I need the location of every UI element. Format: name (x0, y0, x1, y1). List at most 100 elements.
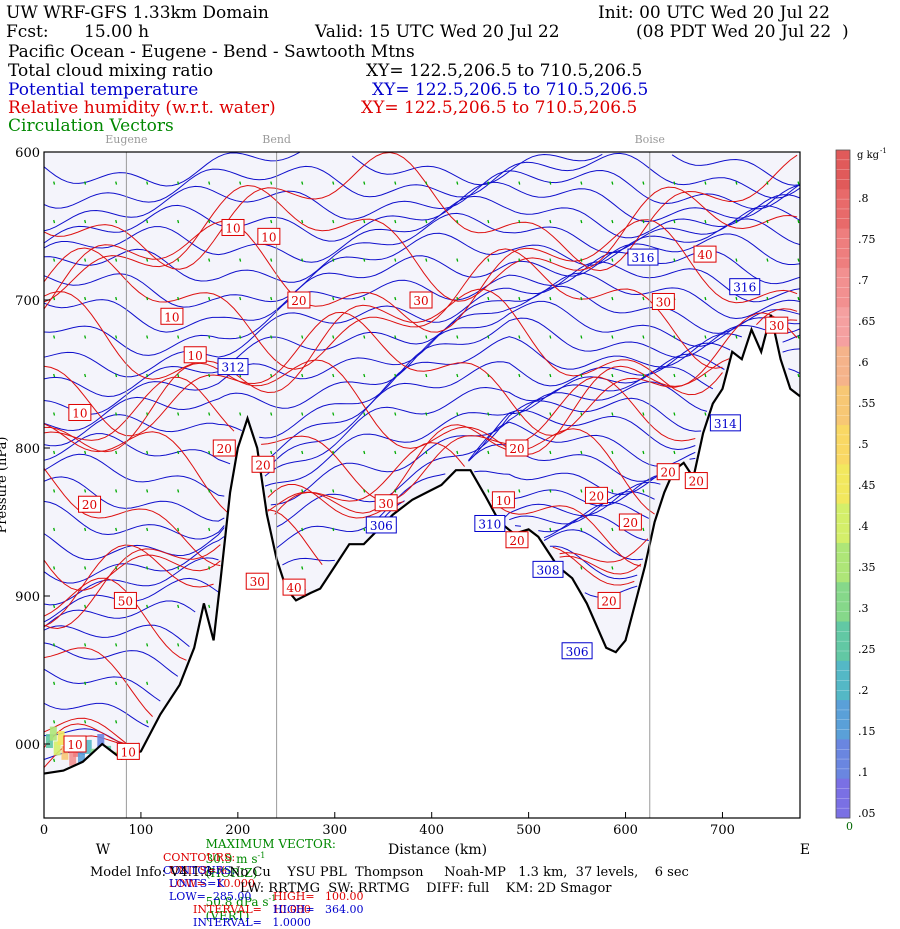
circulation-vector (735, 219, 738, 224)
rh-contour-line (43, 577, 187, 661)
circulation-vector (518, 335, 521, 339)
theta-contour-line (43, 285, 801, 415)
circulation-vector (456, 450, 459, 455)
theta-interval: INTERVAL= 1.0000 (193, 916, 311, 929)
rh-contour-line (43, 311, 798, 437)
circulation-vector (177, 643, 180, 647)
circulation-vector (487, 219, 490, 224)
circulation-vector (642, 412, 645, 416)
y-tick-label: 800 (15, 442, 40, 457)
rh-contour-label-box (374, 494, 398, 512)
valid-local-time: (08 PDT Wed 20 Jul 22 ) (636, 22, 849, 42)
rh-contour-label: 10 (261, 230, 276, 244)
circulation-vector (611, 335, 614, 339)
circulation-vector (518, 181, 521, 185)
circulation-vector (487, 412, 490, 416)
circulation-vector (456, 335, 459, 339)
city-label: Bend (262, 133, 291, 146)
circulation-vector (53, 412, 56, 416)
theta-contour-label: 316 (733, 281, 756, 295)
rh-contour-label: 10 (164, 310, 179, 324)
cloud-shading-cell (49, 726, 57, 741)
rh-contour-label: 20 (509, 534, 524, 548)
rh-contour-label-box (618, 513, 642, 531)
theta-contour-label-box (474, 514, 506, 532)
circulation-vector (301, 566, 304, 570)
circulation-vector (208, 604, 211, 609)
circulation-vector (735, 335, 738, 339)
rh-contour-label-box (505, 531, 529, 549)
circulation-vector (580, 489, 583, 493)
rh-contour-label-box (212, 439, 236, 457)
field-rh-name: Relative humidity (w.r.t. water) (8, 98, 276, 118)
circulation-vector (53, 720, 56, 724)
circulation-vector (580, 219, 583, 224)
circulation-vector (611, 527, 614, 532)
circulation-vector (177, 566, 180, 570)
circulation-vector (456, 258, 459, 262)
circulation-vector (611, 296, 614, 301)
circulation-vector (177, 450, 180, 455)
colorbar-zero-label: 0 (846, 820, 853, 833)
x-tick-label: 500 (516, 823, 541, 838)
colorbar-swatch (836, 346, 850, 387)
circulation-vector (611, 412, 614, 416)
circulation-vector (425, 412, 428, 416)
colorbar-unit-exponent: -1 (880, 147, 887, 155)
circulation-vector (146, 489, 149, 493)
theta-contour-label-box (532, 560, 564, 578)
theta-contour-line (43, 409, 696, 606)
theta-contour-line (43, 381, 708, 561)
colorbar-tick-label: .15 (858, 725, 876, 738)
circulation-vector (363, 335, 366, 339)
rh-contour-line (43, 423, 655, 515)
circulation-vector (208, 373, 211, 378)
cloud-shading-cell (77, 748, 85, 763)
circulation-vector (611, 181, 614, 185)
colorbar-swatch (836, 503, 850, 544)
y-tick-label: 600 (15, 146, 40, 161)
theta-contour-line (43, 194, 801, 263)
circulation-vector (487, 489, 490, 493)
max-vector-title: MAXIMUM VECTOR: (205, 837, 336, 851)
circulation-vector (673, 335, 676, 339)
circulation-vector (301, 258, 304, 262)
theta-contour-label: 316 (632, 251, 655, 265)
circulation-vector (84, 373, 87, 378)
rh-contour-label: 20 (82, 498, 97, 512)
circulation-vector (84, 566, 87, 570)
circulation-vector (487, 373, 490, 378)
forecast-hours: 15.00 h (84, 22, 150, 42)
y-tick-label: 900 (15, 590, 40, 605)
colorbar-swatch (836, 307, 850, 347)
circulation-vector (549, 296, 552, 301)
rh-contour-label: 10 (225, 221, 240, 235)
circulation-vector (363, 296, 366, 301)
circulation-vector (363, 258, 366, 262)
rh-contour-line (43, 717, 133, 748)
circulation-vector (642, 181, 645, 185)
rh-contour-label: 40 (697, 248, 712, 262)
rh-contour-label-box (597, 591, 621, 609)
circulation-vector (146, 373, 149, 378)
circulation-vector (549, 412, 552, 416)
rh-contour-line (43, 219, 798, 333)
circulation-vector (642, 335, 645, 339)
rh-contour-line (43, 376, 696, 502)
x-tick-label: 100 (129, 823, 154, 838)
circulation-vector (487, 296, 490, 301)
rh-contour-label: 10 (496, 494, 511, 508)
circulation-vector (580, 412, 583, 416)
region-title: Pacific Ocean - Eugene - Bend - Sawtooth… (8, 42, 415, 62)
circulation-vector (673, 373, 676, 378)
max-horizontal-units: (HORIZ) (205, 866, 258, 880)
circulation-vector (53, 604, 56, 609)
circulation-vector (84, 450, 87, 455)
theta-contour-label: 308 (537, 563, 560, 577)
circulation-vector (704, 412, 707, 416)
circulation-vector (673, 181, 676, 185)
theta-contour-label-box (729, 278, 761, 296)
theta-contour-line (43, 169, 801, 232)
east-label: E (800, 842, 810, 858)
